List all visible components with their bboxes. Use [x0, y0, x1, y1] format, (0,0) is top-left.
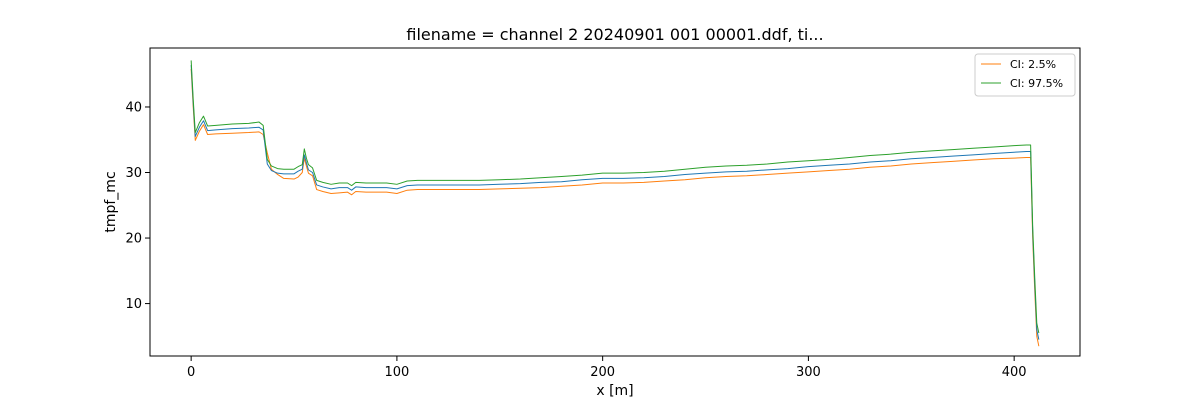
y-tick-label: 10 [125, 297, 142, 312]
y-axis-label: tmpf_mc [103, 171, 119, 232]
chart-title: filename = channel 2 20240901 001 00001.… [406, 25, 823, 44]
y-tick-label: 30 [125, 166, 142, 181]
x-axis-label: x [m] [596, 383, 633, 399]
x-tick-label: 400 [1002, 365, 1027, 380]
legend: CI: 2.5% CI: 97.5% [974, 53, 1076, 97]
plot-frame [149, 47, 1081, 357]
y-tick-label: 40 [125, 100, 142, 115]
y-axis-ticks: 10 20 30 40 [125, 100, 150, 312]
x-tick-label: 200 [590, 365, 615, 380]
series-line-mean [190, 65, 1040, 340]
x-tick-label: 0 [187, 365, 195, 380]
x-tick-label: 300 [796, 365, 821, 380]
y-tick-label: 20 [125, 232, 142, 247]
legend-label-ci_97_5: CI: 97.5% [1010, 77, 1063, 90]
x-axis-ticks: 0 100 200 300 400 [187, 356, 1027, 380]
legend-label-ci_2_5: CI: 2.5% [1010, 58, 1056, 71]
x-tick-label: 100 [384, 365, 409, 380]
series-layer [190, 60, 1040, 347]
series-line-ci_97_5 [190, 60, 1040, 334]
series-line-ci_2_5 [190, 68, 1040, 347]
